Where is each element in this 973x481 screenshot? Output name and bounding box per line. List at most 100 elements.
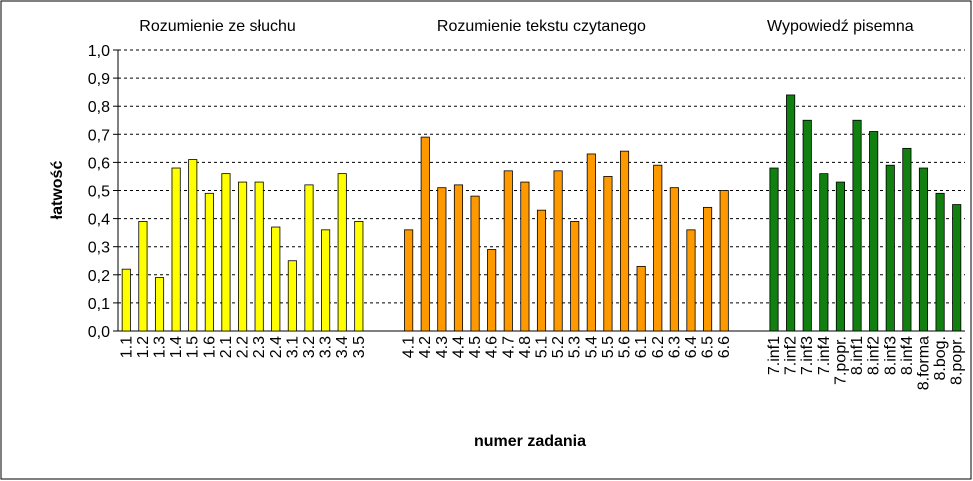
x-tick-label: 1.3	[152, 336, 169, 358]
y-tick-label: 0,4	[88, 212, 110, 229]
bar	[287, 260, 297, 332]
bar	[271, 226, 281, 332]
bar	[885, 164, 895, 332]
y-tick-label: 0,2	[88, 268, 110, 285]
x-tick-label: 3.2	[301, 336, 318, 358]
x-tick-label: 4.1	[401, 336, 418, 358]
y-tick-label: 0,9	[88, 71, 110, 88]
x-tick-label: 6.2	[650, 336, 667, 358]
x-tick-label: 4.3	[434, 336, 451, 358]
bar	[420, 136, 430, 332]
series-label: Rozumienie ze słuchu	[139, 18, 296, 35]
x-tick-label: 7.popr.	[832, 336, 849, 385]
x-tick-label: 1.2	[135, 336, 152, 358]
y-tick-label: 1,0	[88, 43, 110, 60]
bar	[453, 184, 464, 332]
x-tick-label: 1.4	[168, 336, 185, 358]
x-tick-label: 4.4	[450, 336, 467, 358]
series-label: Wypowiedź pisemna	[767, 18, 914, 35]
bar	[470, 195, 480, 332]
x-tick-label: 3.5	[351, 336, 368, 358]
bar	[553, 170, 563, 332]
x-tick-label: 8.inf4	[899, 336, 916, 375]
bar	[952, 204, 962, 332]
x-tick-label: 6.6	[716, 336, 733, 358]
x-tick-label: 5.2	[550, 336, 567, 358]
x-tick-label: 7.inf4	[816, 336, 833, 375]
bar	[121, 268, 131, 332]
bar	[852, 119, 862, 332]
y-tick-label: 0,6	[88, 155, 110, 172]
bar	[918, 167, 929, 332]
x-tick-label: 5.5	[600, 336, 617, 358]
bar	[636, 265, 646, 332]
x-tick-label: 2.2	[235, 336, 252, 358]
bar	[802, 119, 812, 332]
bar	[653, 164, 663, 332]
x-tick-label: 8.inf2	[866, 336, 883, 375]
bar	[786, 94, 796, 332]
x-tick-label: 3.4	[334, 336, 351, 358]
y-tick-label: 0,1	[88, 296, 110, 313]
y-tick-label: 0,8	[88, 99, 110, 116]
x-tick-label: 7.inf2	[783, 336, 800, 375]
x-tick-label: 4.6	[484, 336, 501, 358]
bar	[321, 229, 331, 332]
x-tick-label: 4.5	[467, 336, 484, 358]
bar	[354, 221, 364, 332]
series-label: Rozumienie tekstu czytanego	[437, 18, 646, 35]
bar	[154, 277, 165, 332]
bar	[520, 181, 530, 332]
x-tick-label: 8.bog.	[932, 336, 949, 380]
bar	[669, 187, 679, 332]
bar	[769, 167, 779, 332]
bar	[204, 192, 214, 332]
bar	[536, 209, 547, 332]
bar	[171, 167, 181, 332]
y-tick-label: 0,3	[88, 240, 110, 257]
x-tick-label: 3.1	[284, 336, 301, 358]
x-axis-label: numer zadania	[474, 433, 586, 450]
bar	[304, 184, 314, 332]
bar	[603, 176, 613, 332]
x-tick-label: 4.8	[517, 336, 534, 358]
y-tick-label: 0,7	[88, 127, 110, 144]
x-tick-label: 2.1	[218, 336, 235, 358]
bar	[138, 221, 148, 332]
y-axis-label: łatwość	[49, 161, 66, 220]
x-tick-label: 1.5	[185, 336, 202, 358]
bar	[703, 206, 713, 332]
bar	[570, 221, 580, 332]
y-tick-label: 0,5	[88, 184, 110, 201]
x-tick-label: 2.3	[251, 336, 268, 358]
x-tick-label: 4.7	[500, 336, 517, 358]
bar	[503, 170, 513, 332]
x-tick-label: 8.popr.	[949, 336, 966, 385]
x-tick-label: 8.inf1	[849, 336, 866, 375]
bar	[404, 229, 414, 332]
bar	[835, 181, 845, 332]
x-tick-label: 6.1	[633, 336, 650, 358]
bar	[586, 153, 596, 332]
bar	[188, 159, 198, 332]
x-tick-label: 2.4	[268, 336, 285, 358]
x-tick-label: 1.6	[201, 336, 218, 358]
y-tick-label: 0,0	[88, 324, 110, 341]
x-tick-label: 5.1	[534, 336, 551, 358]
bar	[619, 150, 630, 332]
bar	[221, 173, 231, 332]
bar	[869, 131, 879, 332]
x-tick-label: 6.3	[666, 336, 683, 358]
x-tick-label: 6.4	[683, 336, 700, 358]
x-tick-label: 5.6	[617, 336, 634, 358]
bar	[935, 192, 945, 332]
x-tick-label: 6.5	[700, 336, 717, 358]
bar	[487, 249, 497, 332]
bar	[819, 173, 829, 332]
bar	[337, 173, 347, 332]
bar	[437, 187, 447, 332]
x-tick-label: 7.inf3	[799, 336, 816, 375]
x-tick-label: 3.3	[318, 336, 335, 358]
x-tick-label: 7.inf1	[766, 336, 783, 375]
